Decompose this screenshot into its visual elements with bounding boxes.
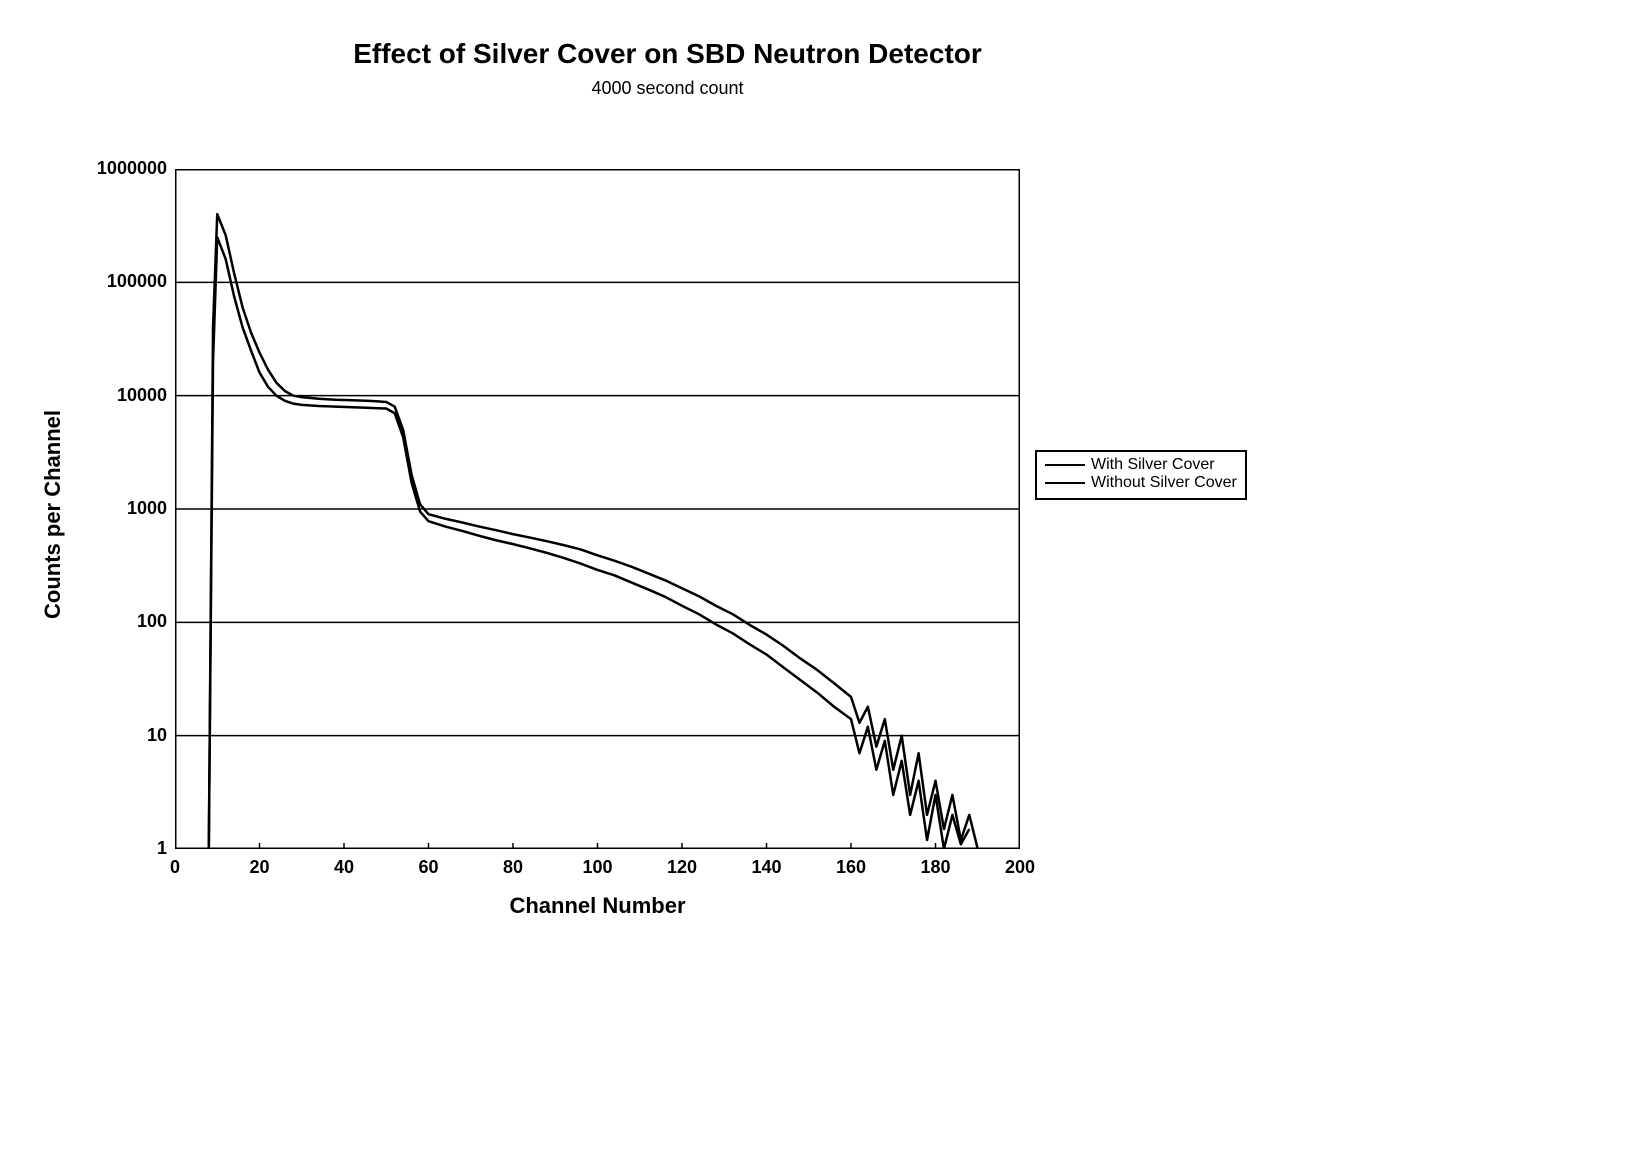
legend-label: Without Silver Cover: [1091, 474, 1237, 492]
x-tick-label: 60: [414, 857, 444, 878]
legend-label: With Silver Cover: [1091, 456, 1215, 474]
y-tick-label: 1: [157, 838, 167, 859]
x-tick-label: 180: [921, 857, 951, 878]
chart-plot-area: [175, 169, 1020, 849]
y-tick-label: 1000: [127, 498, 167, 519]
x-tick-label: 100: [583, 857, 613, 878]
y-axis-label: Counts per Channel: [40, 410, 66, 619]
chart-page: { "chart": { "type": "line", "title": "E…: [0, 0, 1633, 1166]
x-tick-label: 80: [498, 857, 528, 878]
y-tick-label: 1000000: [97, 158, 167, 179]
chart-subtitle: 4000 second count: [0, 78, 1335, 99]
x-tick-label: 200: [1005, 857, 1035, 878]
x-tick-label: 160: [836, 857, 866, 878]
legend-item: With Silver Cover: [1045, 456, 1237, 474]
x-tick-label: 20: [245, 857, 275, 878]
y-tick-label: 10: [147, 725, 167, 746]
chart-title: Effect of Silver Cover on SBD Neutron De…: [0, 38, 1335, 70]
y-tick-label: 100: [137, 611, 167, 632]
y-tick-label: 100000: [107, 271, 167, 292]
legend-item: Without Silver Cover: [1045, 474, 1237, 492]
x-tick-label: 40: [329, 857, 359, 878]
chart-legend: With Silver CoverWithout Silver Cover: [1035, 450, 1247, 500]
legend-swatch: [1045, 482, 1085, 484]
legend-swatch: [1045, 464, 1085, 466]
x-tick-label: 140: [752, 857, 782, 878]
y-tick-label: 10000: [117, 385, 167, 406]
x-tick-label: 120: [667, 857, 697, 878]
x-axis-label: Channel Number: [175, 893, 1020, 919]
x-tick-label: 0: [160, 857, 190, 878]
